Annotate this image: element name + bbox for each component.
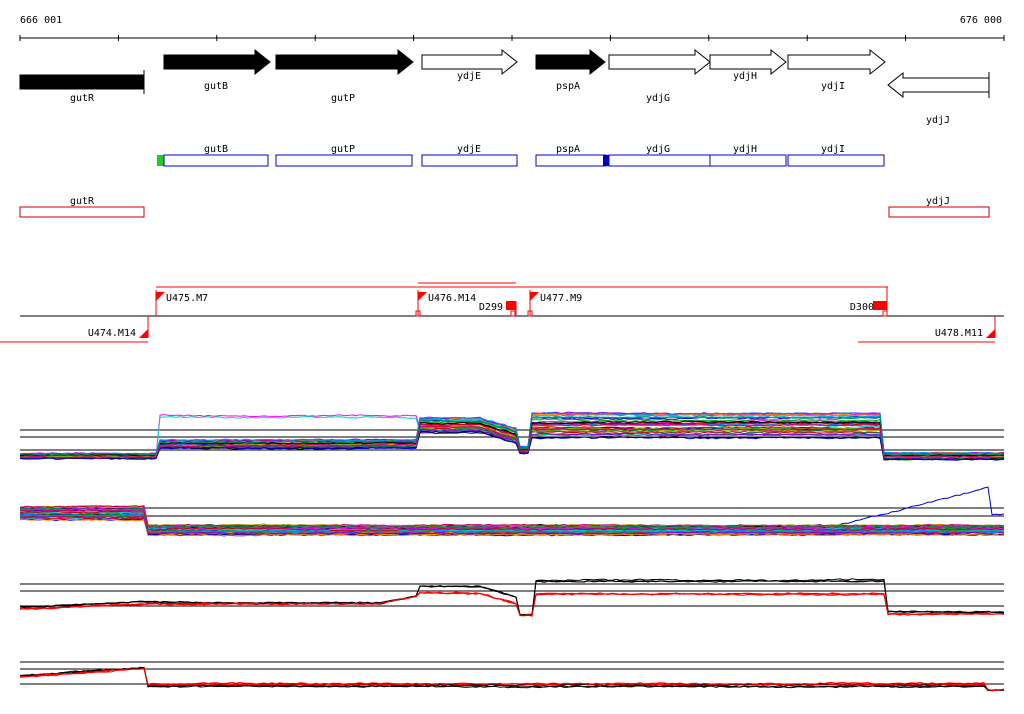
tu-U476-start-marker — [415, 310, 421, 317]
gene-gutR-bar[interactable] — [19, 74, 145, 90]
ruler-ticks — [19, 35, 1005, 41]
expression-profile-line — [19, 425, 1005, 459]
tu-U476-label: U476.M14 — [428, 293, 476, 304]
terminator-D300-label: D300 — [850, 302, 874, 313]
gene-gutR-label: gutR — [70, 93, 95, 104]
expression-profile-line — [19, 411, 1005, 455]
reverse-feature-track: gutR ydjJ — [19, 196, 990, 218]
gene-gutB-arrow[interactable] — [163, 48, 271, 76]
terminator-D300-marker — [882, 310, 888, 317]
gene-ydjH-arrow[interactable] — [709, 48, 787, 76]
forward-box-gutP[interactable] — [275, 154, 413, 167]
gene-pspA-arrow[interactable] — [535, 48, 606, 76]
forward-box-ydjH[interactable] — [709, 154, 787, 167]
gene-ydjH-label: ydjH — [733, 71, 757, 82]
gene-pspA-label: pspA — [556, 81, 580, 92]
terminator-D299-marker — [510, 310, 516, 317]
tu-U478-label: U478.M11 — [935, 328, 983, 339]
terminator-D299-label: D299 — [479, 302, 503, 313]
terminator-D299[interactable] — [506, 301, 516, 310]
expression-profile-line — [19, 508, 1005, 530]
tu-U476-flag[interactable] — [418, 292, 427, 301]
forward-label-ydjE: ydjE — [457, 144, 481, 155]
reverse-label-ydjJ: ydjJ — [926, 196, 950, 207]
gene-track: gutR gutB gutP ydjE pspA ydjG ydjH ydjI … — [19, 48, 990, 126]
gene-ydjI-label: ydjI — [821, 81, 845, 92]
gene-ydjJ-arrow[interactable] — [887, 71, 990, 99]
expression-profile-line — [19, 431, 1005, 461]
expression-profile-line — [19, 506, 1005, 528]
expression-profile-line — [19, 415, 1005, 456]
coordinate-ruler: 666 001 676 000 — [19, 15, 1005, 41]
gene-gutB-label: gutB — [204, 81, 228, 92]
forward-start-marker — [157, 155, 164, 166]
forward-box-ydjG[interactable] — [608, 154, 711, 167]
expression-profile-line — [19, 513, 1005, 534]
gene-ydjG-arrow[interactable] — [608, 48, 711, 76]
gene-gutP-label: gutP — [331, 93, 355, 104]
expression-profile-line — [19, 510, 1005, 532]
gene-gutP-arrow[interactable] — [275, 48, 414, 76]
tu-U475-flag[interactable] — [156, 292, 165, 301]
expression-panel-reverse-summary — [19, 661, 1005, 692]
expression-panel-forward-all — [19, 411, 1005, 461]
expression-profile-line — [20, 507, 1005, 529]
expression-profile-line — [19, 579, 1005, 616]
reverse-label-gutR: gutR — [70, 196, 95, 207]
forward-label-ydjH: ydjH — [733, 144, 757, 155]
expression-profile-line — [19, 668, 1005, 691]
expression-panel-reverse-all — [19, 486, 1005, 537]
tu-U477-label: U477.M9 — [540, 293, 582, 304]
forward-feature-track: gutB gutP ydjE pspA ydjG ydjH ydjI — [157, 144, 885, 167]
gene-ydjE-label: ydjE — [457, 71, 481, 82]
gene-ydjG-label: ydjG — [646, 93, 670, 104]
forward-box-ydjI[interactable] — [787, 154, 885, 167]
forward-start-marker-pspA — [603, 155, 609, 166]
expression-profile-line — [19, 505, 1005, 528]
tu-U478-flag[interactable] — [986, 329, 995, 338]
forward-label-gutB: gutB — [204, 144, 228, 155]
tu-U474-label: U474.M14 — [88, 328, 136, 339]
forward-label-gutP: gutP — [331, 144, 355, 155]
gene-ydjI-arrow[interactable] — [787, 48, 886, 76]
ruler-start-label: 666 001 — [20, 15, 62, 26]
expression-profile-line — [19, 579, 1005, 616]
tu-U474-flag[interactable] — [139, 329, 148, 338]
forward-box-pspA[interactable] — [535, 154, 607, 167]
forward-box-ydjE[interactable] — [421, 154, 518, 167]
forward-box-gutB[interactable] — [163, 154, 269, 167]
expression-profile-line — [19, 516, 1005, 535]
forward-label-ydjG: ydjG — [646, 144, 670, 155]
gene-ydjJ-label: ydjJ — [926, 115, 950, 126]
terminator-D300[interactable] — [873, 301, 887, 310]
forward-label-ydjI: ydjI — [821, 144, 845, 155]
expression-profile-line — [19, 591, 1005, 617]
tu-U475-label: U475.M7 — [166, 293, 208, 304]
tu-U477-flag[interactable] — [530, 292, 539, 301]
expression-panel-forward-summary — [19, 578, 1005, 617]
expression-profile-line — [19, 425, 1005, 459]
reverse-box-gutR[interactable] — [19, 206, 145, 218]
reverse-box-ydjJ[interactable] — [888, 206, 990, 218]
gene-ydjE-arrow[interactable] — [421, 48, 518, 76]
tu-U477-start-marker — [527, 310, 533, 317]
ruler-end-label: 676 000 — [960, 15, 1002, 26]
transcription-unit-track: U475.M7 U476.M14 D299 U477.M9 D300 U474.… — [0, 282, 1004, 343]
forward-label-pspA: pspA — [556, 144, 580, 155]
